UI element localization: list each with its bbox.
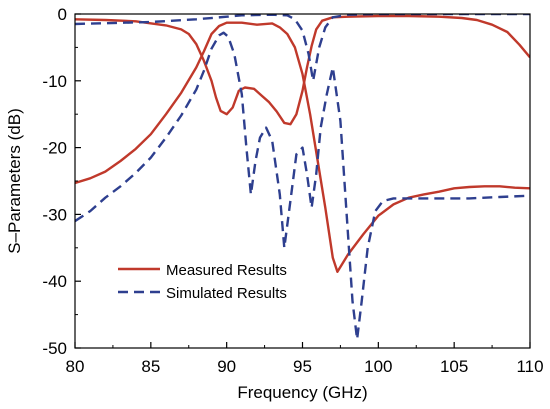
legend-label: Simulated Results	[166, 285, 287, 302]
x-tick-label: 85	[141, 357, 160, 376]
x-tick-label: 95	[293, 357, 312, 376]
measured-curve-2	[75, 21, 530, 273]
plot-frame	[74, 13, 531, 349]
simulated-curve-1	[75, 31, 530, 341]
y-axis-label: S–Parameters (dB)	[5, 108, 24, 254]
y-tick-label: -10	[42, 72, 67, 91]
y-tick-label: -50	[42, 339, 67, 358]
legend: Measured Results Simulated Results	[118, 262, 287, 302]
legend-label: Measured Results	[166, 262, 287, 279]
x-tick-label: 100	[364, 357, 392, 376]
measured-curve-1	[75, 14, 530, 126]
simulated-curve-2	[75, 14, 530, 82]
y-tick-label: 0	[58, 5, 67, 24]
y-axis: 0 -10 -20 -30 -40 -50	[42, 5, 81, 358]
x-tick-label: 90	[217, 357, 236, 376]
x-tick-label: 110	[516, 357, 543, 376]
plot-series	[75, 14, 530, 341]
y-tick-label: -20	[42, 139, 67, 158]
x-axis: 80 85 90 95 100 105 110	[66, 342, 544, 376]
x-tick-label: 105	[440, 357, 468, 376]
x-axis-label: Frequency (GHz)	[237, 383, 367, 402]
y-tick-label: -30	[42, 205, 67, 224]
x-tick-label: 80	[66, 357, 85, 376]
y-tick-label: -40	[42, 272, 67, 291]
